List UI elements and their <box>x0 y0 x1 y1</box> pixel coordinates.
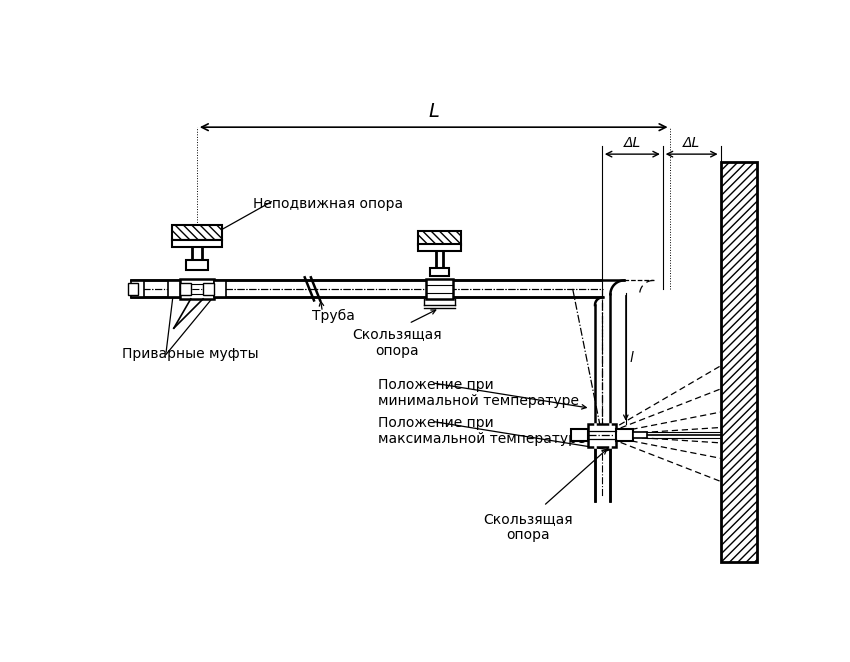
Text: ΔL: ΔL <box>624 136 641 150</box>
Bar <box>571 429 588 442</box>
Bar <box>128 283 138 295</box>
Bar <box>180 279 214 299</box>
Bar <box>214 281 226 297</box>
Text: Положение при
максимальной температуре: Положение при максимальной температуре <box>378 416 586 446</box>
Text: Положение при
минимальной температуре: Положение при минимальной температуре <box>378 378 579 408</box>
Bar <box>186 260 207 269</box>
Bar <box>173 225 222 240</box>
Bar <box>418 231 461 245</box>
Text: Скользящая
опора: Скользящая опора <box>483 512 573 542</box>
Bar <box>167 281 180 297</box>
Text: Труба: Труба <box>313 308 355 323</box>
Text: Приварные муфты: Приварные муфты <box>122 348 259 361</box>
Bar <box>430 268 449 276</box>
Text: ΔL: ΔL <box>683 136 700 150</box>
Bar <box>615 429 632 442</box>
Text: l: l <box>630 351 633 365</box>
Bar <box>721 162 757 562</box>
Bar <box>180 283 190 295</box>
Text: Неподвижная опора: Неподвижная опора <box>253 197 403 211</box>
Bar <box>173 240 222 246</box>
Bar <box>588 424 615 447</box>
Bar <box>426 279 453 299</box>
Bar <box>203 283 214 295</box>
Bar <box>418 244 461 251</box>
Bar <box>632 432 647 438</box>
Text: L: L <box>428 102 439 121</box>
Text: Скользящая
опора: Скользящая опора <box>352 328 442 357</box>
Bar <box>132 281 144 297</box>
